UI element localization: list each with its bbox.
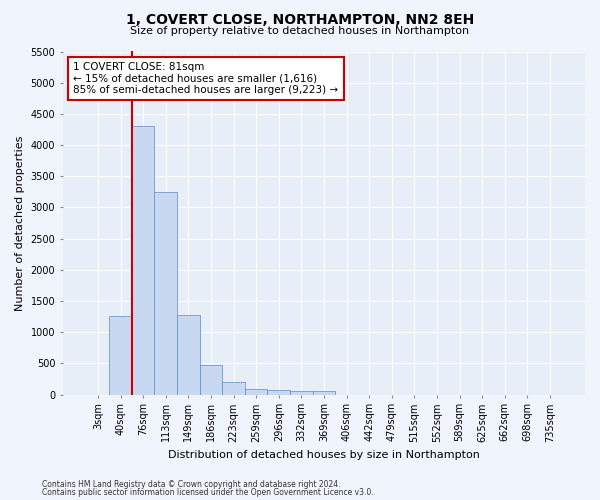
Text: Size of property relative to detached houses in Northampton: Size of property relative to detached ho… [130,26,470,36]
Bar [222,382,245,394]
Bar [200,364,222,394]
Text: Contains HM Land Registry data © Crown copyright and database right 2024.: Contains HM Land Registry data © Crown c… [42,480,341,489]
Bar [154,192,177,394]
Text: 1, COVERT CLOSE, NORTHAMPTON, NN2 8EH: 1, COVERT CLOSE, NORTHAMPTON, NN2 8EH [126,12,474,26]
Bar [290,392,313,394]
Text: 1 COVERT CLOSE: 81sqm
← 15% of detached houses are smaller (1,616)
85% of semi-d: 1 COVERT CLOSE: 81sqm ← 15% of detached … [73,62,338,95]
Bar [313,391,335,394]
Bar [245,389,268,394]
Bar [109,316,132,394]
Y-axis label: Number of detached properties: Number of detached properties [15,136,25,310]
Bar [177,316,200,394]
Bar [132,126,154,394]
X-axis label: Distribution of detached houses by size in Northampton: Distribution of detached houses by size … [168,450,480,460]
Text: Contains public sector information licensed under the Open Government Licence v3: Contains public sector information licen… [42,488,374,497]
Bar [268,390,290,394]
